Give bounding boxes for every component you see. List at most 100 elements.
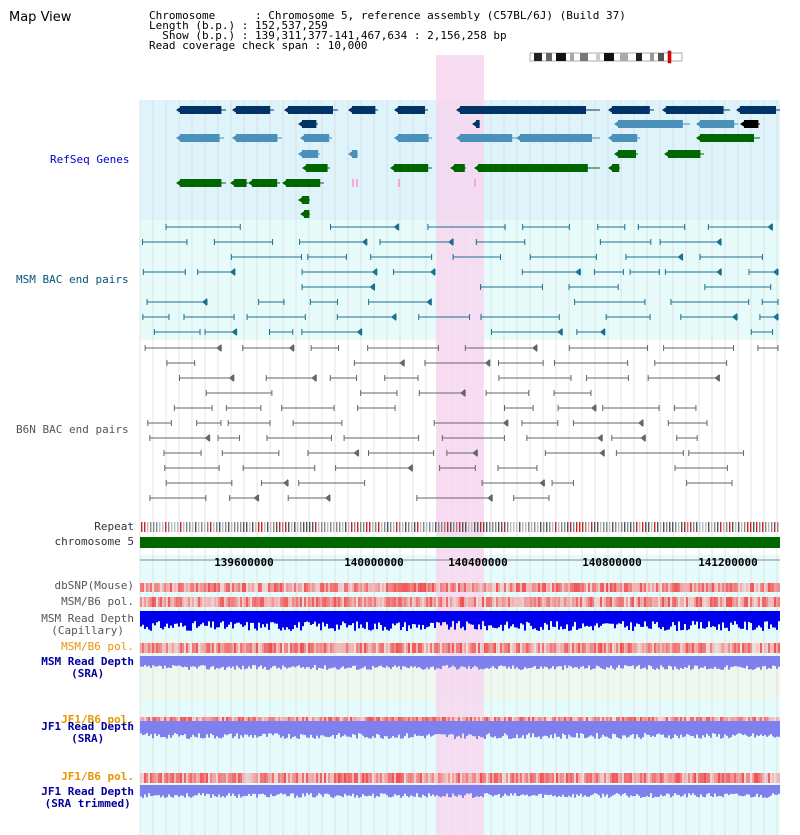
depth-bin — [180, 656, 182, 667]
polymorphism-bin — [502, 597, 504, 607]
depth-bin — [430, 656, 432, 667]
track-label-jf1-depth-sra[interactable]: JF1 Read Depth (SRA) — [41, 721, 134, 745]
depth-bin — [304, 611, 306, 623]
gene-exon — [286, 179, 321, 187]
repeat-element — [339, 522, 341, 532]
polymorphism-bin — [356, 597, 358, 607]
depth-bin — [712, 611, 714, 627]
polymorphism-bin — [460, 583, 462, 592]
depth-bin — [442, 611, 444, 623]
repeat-element — [738, 522, 740, 532]
depth-bin — [146, 785, 148, 798]
depth-bin — [172, 656, 174, 666]
polymorphism-bin — [738, 773, 740, 783]
bac-end-arrow — [231, 328, 237, 336]
track-label-jf1-depth-trimmed[interactable]: JF1 Read Depth (SRA trimmed) — [41, 786, 134, 810]
depth-bin — [612, 721, 614, 734]
repeat-element — [243, 522, 245, 532]
depth-bin — [174, 611, 176, 624]
depth-bin — [186, 611, 188, 631]
track-label-msm-bac[interactable]: MSM BAC end pairs — [16, 273, 129, 286]
track-label-msm-b6-pol[interactable]: MSM/B6 pol. — [61, 595, 134, 608]
polymorphism-bin — [504, 583, 506, 592]
repeat-element — [330, 522, 332, 532]
depth-bin — [454, 785, 456, 796]
polymorphism-bin — [212, 773, 214, 783]
depth-bin — [244, 611, 246, 626]
refseq-gene-models — [176, 106, 780, 218]
polymorphism-bin — [190, 773, 192, 783]
depth-bin — [200, 721, 202, 739]
polymorphism-bin — [324, 773, 326, 783]
polymorphism-bin — [464, 643, 466, 653]
repeat-element — [771, 522, 773, 532]
polymorphism-bin — [174, 773, 176, 783]
track-label-jf1-b6-pol[interactable]: JF1/B6 pol. — [61, 713, 134, 726]
depth-bin — [394, 611, 396, 626]
repeat-element — [327, 522, 329, 532]
polymorphism-bin — [542, 773, 544, 783]
depth-bin — [574, 785, 576, 798]
polymorphism-bin — [172, 773, 174, 783]
polymorphism-bin — [506, 583, 508, 592]
polymorphism-bin — [468, 597, 470, 607]
polymorphism-bin — [222, 583, 224, 592]
polymorphism-bin — [416, 643, 418, 653]
depth-bin — [594, 785, 596, 794]
depth-bin — [518, 721, 520, 739]
polymorphism-bin — [336, 643, 338, 653]
depth-bin — [280, 656, 282, 670]
track-label-msm-depth-sra[interactable]: MSM Read Depth (SRA) — [41, 656, 134, 680]
depth-bin — [452, 656, 454, 666]
depth-bin — [290, 785, 292, 794]
track-label-msm-b6-pol-sra[interactable]: MSM/B6 pol. — [61, 640, 134, 653]
polymorphism-bin — [500, 583, 502, 592]
depth-bin — [406, 656, 408, 668]
depth-bin — [446, 721, 448, 738]
polymorphism-bin — [610, 773, 612, 783]
polymorphism-bin — [480, 773, 482, 783]
polymorphism-bin — [650, 643, 652, 653]
track-label-dbsnp[interactable]: dbSNP(Mouse) — [54, 579, 134, 592]
polymorphism-bin — [404, 643, 406, 653]
polymorphism-bin — [240, 597, 242, 607]
gene-exon — [700, 120, 735, 128]
repeat-element — [447, 522, 449, 532]
depth-bin — [408, 785, 410, 798]
depth-bin — [502, 721, 504, 736]
polymorphism-bin — [596, 643, 598, 653]
repeat-element — [201, 522, 203, 532]
polymorphism-bin — [254, 597, 256, 607]
polymorphism-bin — [266, 773, 268, 783]
depth-bin — [638, 611, 640, 625]
track-label-msm-depth-capillary[interactable]: MSM Read Depth (Capillary) — [41, 613, 134, 637]
depth-bin — [588, 611, 590, 627]
polymorphism-bin — [308, 597, 310, 607]
depth-bin — [306, 656, 308, 668]
track-label-jf1-b6-pol-2[interactable]: JF1/B6 pol. — [61, 770, 134, 783]
repeat-element — [669, 522, 671, 532]
repeat-element — [267, 522, 269, 532]
depth-bin — [164, 611, 166, 627]
track-label-chromosome[interactable]: chromosome 5 — [54, 535, 134, 548]
polymorphism-bin — [516, 643, 518, 653]
depth-bin — [736, 785, 738, 794]
gene-exon — [304, 210, 310, 218]
track-label-repeat[interactable]: Repeat — [94, 520, 134, 533]
polymorphism-bin — [196, 583, 198, 592]
depth-bin — [610, 611, 612, 624]
track-label-refseq[interactable]: RefSeq Genes — [50, 153, 130, 166]
polymorphism-bin — [658, 583, 660, 592]
polymorphism-bin — [182, 597, 184, 607]
polymorphism-bin — [380, 583, 382, 592]
gene-exon — [236, 106, 271, 114]
polymorphism-bin — [736, 597, 738, 607]
repeat-element — [606, 522, 608, 532]
polymorphism-bin — [368, 597, 370, 607]
track-label-b6n-bac[interactable]: B6N BAC end pairs — [16, 423, 129, 436]
repeat-element — [300, 522, 302, 532]
polymorphism-bin — [770, 583, 772, 592]
chromosome-ideogram[interactable] — [529, 50, 683, 64]
depth-bin — [588, 785, 590, 797]
